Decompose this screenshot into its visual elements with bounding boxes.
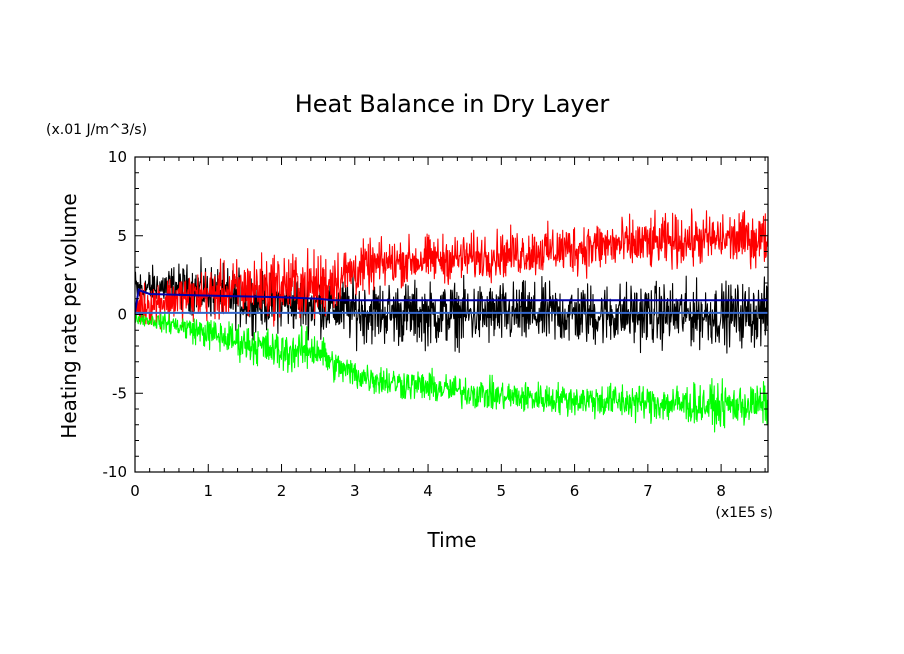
series-line-3 [135, 288, 768, 314]
x-tick-label: 4 [423, 482, 433, 500]
x-tick-label: 0 [130, 482, 140, 500]
x-axis-label: Time [427, 528, 477, 552]
series-layer [135, 208, 768, 433]
x-tick-label: 6 [570, 482, 580, 500]
series-line-2 [135, 310, 768, 433]
x-tick-label: 3 [350, 482, 360, 500]
chart-title: Heat Balance in Dry Layer [295, 90, 610, 118]
y-tick-label: 0 [117, 306, 127, 324]
y-tick-label: -5 [112, 384, 127, 402]
x-tick-label: 8 [716, 482, 726, 500]
plot-frame [134, 156, 769, 473]
y-tick-label: 5 [117, 227, 127, 245]
y-axis-label: Heating rate per volume [57, 193, 81, 438]
series-line-0 [135, 256, 768, 354]
y-tick-label: -10 [103, 463, 128, 481]
x-tick-label: 5 [497, 482, 507, 500]
axis-layer: 0 1 2 3 4 5 6 7 8 -10 -5 0 5 10 [103, 148, 768, 500]
x-tick-label: 1 [203, 482, 213, 500]
y-tick-label: 10 [108, 148, 127, 166]
y-unit-label: (x.01 J/m^3/s) [46, 122, 147, 138]
x-unit-label: (x1E5 s) [715, 505, 773, 521]
x-tick-label: 2 [277, 482, 287, 500]
x-tick-label: 7 [643, 482, 653, 500]
series-line-1 [135, 208, 768, 330]
